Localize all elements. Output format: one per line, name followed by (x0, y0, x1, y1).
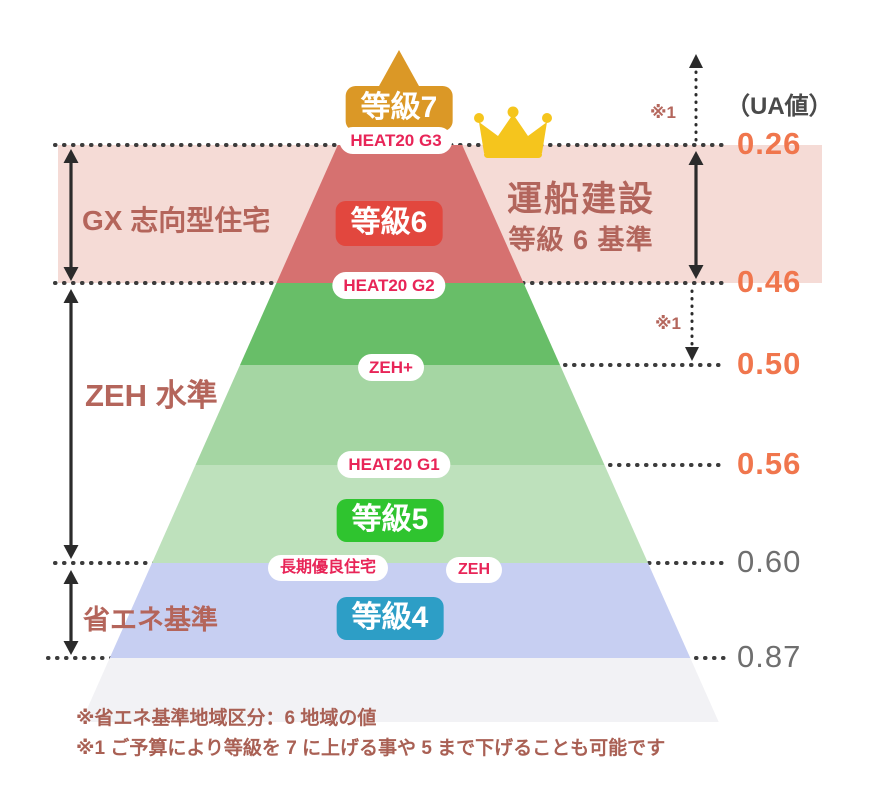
ua-value-056: 0.56 (737, 446, 802, 481)
grade7-badge: 等級7 (345, 86, 453, 131)
zeh-label: ZEH (446, 557, 502, 583)
heat20-g1-label: HEAT20 G1 (337, 451, 451, 479)
right-annotation-arrows (685, 54, 704, 361)
band-green-dark (240, 283, 560, 365)
ref-mark-top: ※1 (650, 103, 676, 122)
footnote-region: ※省エネ基準地域区分：6 地域の値 (76, 708, 377, 729)
shoene-zone-label: 省エネ基準 (83, 605, 218, 635)
choki-yuryo-label: 長期優良住宅 (267, 555, 389, 581)
left-range-arrows (63, 149, 79, 655)
heat20-g2-label: HEAT20 G2 (332, 272, 446, 300)
arrowhead-down (685, 347, 699, 361)
arrowhead (63, 641, 79, 655)
zeh-plus-label: ZEH+ (358, 354, 424, 382)
grade5-badge: 等級5 (336, 499, 444, 542)
ua-value-046: 0.46 (737, 264, 802, 299)
heat20-g3-label: HEAT20 G3 (339, 127, 453, 155)
crown-icon (474, 106, 552, 158)
arrowhead-down (688, 265, 704, 279)
zeh-zone-label: ZEH 水準 (85, 378, 218, 413)
grade4-badge: 等級4 (336, 597, 444, 640)
arrowhead (63, 289, 79, 303)
ref-mark-mid: ※1 (655, 314, 681, 333)
company-name: 運船建設 (506, 180, 656, 219)
ua-value-087: 0.87 (737, 639, 802, 674)
arrowhead (63, 545, 79, 559)
ua-value-026: 0.26 (737, 126, 802, 161)
ua-axis-title: （UA値） (726, 93, 833, 120)
band-green-mid (195, 365, 605, 465)
gx-zone-label: GX 志向型住宅 (82, 205, 271, 236)
arrowhead (63, 267, 79, 281)
company-standard: 等級 6 基準 (508, 225, 654, 255)
footnote-budget: ※1 ご予算により等級を 7 に上げる事や 5 まで下げることも可能です (76, 738, 666, 759)
arrowhead (63, 149, 79, 163)
arrowhead-up (689, 54, 703, 68)
ua-value-060: 0.60 (737, 544, 802, 579)
arrowhead-up (688, 151, 704, 165)
band-base-gray (81, 658, 719, 722)
grade6-badge: 等級6 (335, 201, 443, 246)
arrowhead (63, 570, 79, 584)
ua-value-050: 0.50 (737, 346, 802, 381)
